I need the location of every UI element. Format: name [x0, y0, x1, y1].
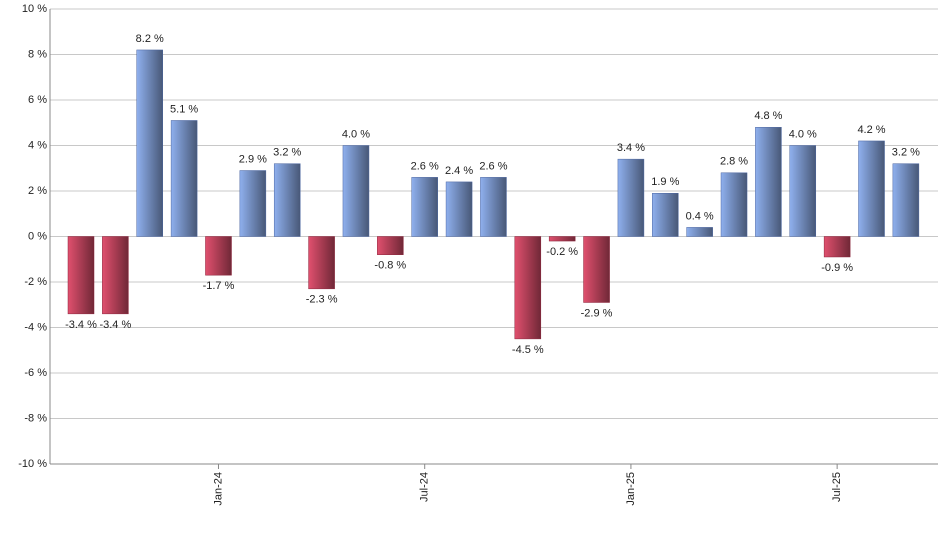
- y-tick-label: -8 %: [24, 412, 47, 424]
- value-label: 2.9 %: [239, 153, 267, 165]
- bar: [377, 236, 404, 255]
- value-label: 2.6 %: [411, 160, 439, 172]
- bar: [136, 49, 163, 237]
- y-tick-label: 0 %: [28, 230, 47, 242]
- value-label: -4.5 %: [512, 344, 544, 356]
- bar: [892, 163, 920, 237]
- value-label: 5.1 %: [170, 103, 198, 115]
- y-tick-label: -4 %: [24, 321, 47, 333]
- value-label: 4.2 %: [857, 124, 885, 136]
- value-label: -2.9 %: [581, 307, 613, 319]
- value-label: 0.4 %: [686, 210, 714, 222]
- y-tick-label: -10 %: [18, 458, 47, 470]
- bar: [67, 236, 95, 315]
- value-label: 3.2 %: [273, 147, 301, 159]
- value-label: 2.8 %: [720, 156, 748, 168]
- value-label: 3.2 %: [892, 147, 920, 159]
- bar: [273, 163, 301, 237]
- value-label: -0.9 %: [821, 262, 853, 274]
- bar: [445, 181, 473, 237]
- bar: [686, 227, 713, 237]
- bar: [652, 193, 679, 237]
- value-label: 4.8 %: [754, 110, 782, 122]
- bar: [308, 236, 335, 290]
- y-tick-label: 6 %: [28, 94, 47, 106]
- bar: [617, 158, 645, 237]
- y-tick-label: -6 %: [24, 367, 47, 379]
- bar: [789, 145, 817, 237]
- bar: [480, 177, 507, 237]
- x-tick-label: Jan-25: [625, 472, 637, 506]
- bar: [755, 127, 782, 237]
- value-label: 4.0 %: [342, 128, 370, 140]
- bar: [548, 236, 576, 242]
- bar: [514, 236, 542, 340]
- value-label: -0.2 %: [546, 246, 578, 258]
- bar: [411, 177, 438, 237]
- x-tick-label: Jul-25: [831, 472, 843, 502]
- bar: [102, 236, 129, 315]
- y-tick-label: -2 %: [24, 276, 47, 288]
- value-label: -2.3 %: [306, 294, 338, 306]
- x-tick-label: Jul-24: [419, 472, 431, 502]
- bar: [823, 236, 851, 258]
- bar: [170, 120, 198, 237]
- value-label: 2.4 %: [445, 165, 473, 177]
- value-label: 1.9 %: [651, 176, 679, 188]
- value-label: 8.2 %: [136, 33, 164, 45]
- value-label: 3.4 %: [617, 142, 645, 154]
- y-tick-label: 8 %: [28, 48, 47, 60]
- value-label: -3.4 %: [99, 319, 131, 331]
- x-tick-label: Jan-24: [212, 472, 224, 506]
- bar: [239, 170, 267, 237]
- bar: [342, 145, 370, 237]
- value-label: 2.6 %: [479, 160, 507, 172]
- bar: [720, 172, 748, 237]
- value-label: -0.8 %: [374, 260, 406, 272]
- bar: [858, 140, 885, 237]
- y-tick-label: 2 %: [28, 185, 47, 197]
- value-label: -3.4 %: [65, 319, 97, 331]
- value-label: 4.0 %: [789, 128, 817, 140]
- bar: [583, 236, 610, 303]
- bar: [205, 236, 232, 276]
- y-tick-label: 4 %: [28, 139, 47, 151]
- y-tick-label: 10 %: [22, 3, 47, 15]
- value-label: -1.7 %: [203, 280, 235, 292]
